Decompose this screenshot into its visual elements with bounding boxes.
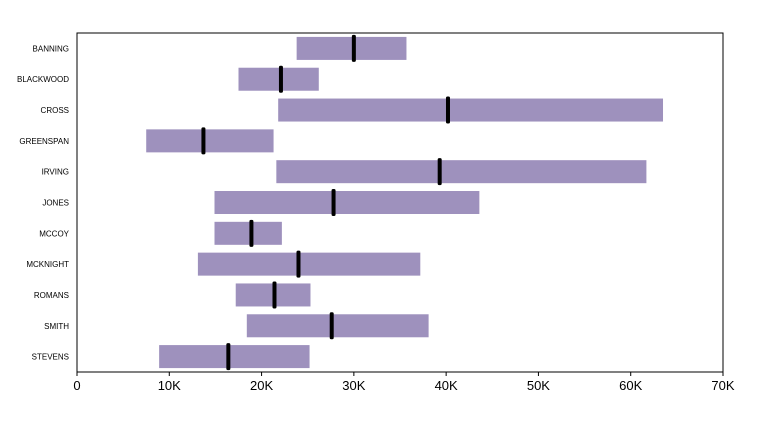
category-label-banning: BANNING — [33, 44, 69, 53]
x-tick-label: 70K — [711, 378, 734, 393]
marker-mccoy — [249, 219, 254, 247]
bar-blackwood — [238, 67, 319, 91]
bar-greenspan — [146, 129, 274, 153]
x-tick-label: 40K — [435, 378, 458, 393]
markers-layer — [201, 34, 450, 371]
category-label-mccoy: MCCOY — [39, 229, 69, 238]
bar-cross — [278, 98, 664, 122]
category-label-mcknight: MCKNIGHT — [26, 260, 69, 269]
marker-greenspan — [201, 127, 206, 155]
category-labels: BANNING BLACKWOOD CROSS GREENSPAN IRVING JONE… — [17, 44, 70, 361]
bar-banning — [296, 36, 407, 60]
marker-banning — [351, 34, 356, 62]
x-tick-label: 30K — [342, 378, 365, 393]
bar-stevens — [159, 345, 310, 369]
category-label-stevens: STEVENS — [32, 353, 69, 362]
marker-cross — [445, 96, 450, 124]
x-tick-label: 20K — [250, 378, 273, 393]
category-label-greenspan: GREENSPAN — [19, 137, 69, 146]
category-label-blackwood: BLACKWOOD — [17, 75, 69, 84]
bar-jones — [214, 191, 480, 214]
x-axis: 0 10K 20K 30K 40K 50K 60K 70K — [73, 372, 735, 393]
marker-mcknight — [296, 250, 301, 278]
marker-romans — [272, 281, 277, 309]
category-label-smith: SMITH — [44, 322, 69, 331]
marker-jones — [331, 189, 336, 216]
bar-mcknight — [197, 252, 421, 276]
category-label-irving: IRVING — [42, 168, 69, 177]
x-tick-label: 10K — [158, 378, 181, 393]
category-label-jones: JONES — [42, 199, 69, 208]
category-label-romans: ROMANS — [34, 291, 69, 300]
plot-frame — [76, 32, 724, 373]
bars-layer — [146, 36, 664, 369]
bar-irving — [276, 160, 647, 184]
marker-stevens — [226, 343, 231, 371]
marker-smith — [329, 312, 334, 340]
marker-irving — [437, 158, 442, 186]
x-tick-label: 0 — [73, 378, 80, 393]
x-tick-label: 50K — [527, 378, 550, 393]
category-label-cross: CROSS — [41, 106, 69, 115]
bar-mccoy — [214, 221, 282, 245]
bar-smith — [246, 314, 429, 338]
marker-blackwood — [278, 65, 283, 93]
x-tick-label: 60K — [619, 378, 642, 393]
